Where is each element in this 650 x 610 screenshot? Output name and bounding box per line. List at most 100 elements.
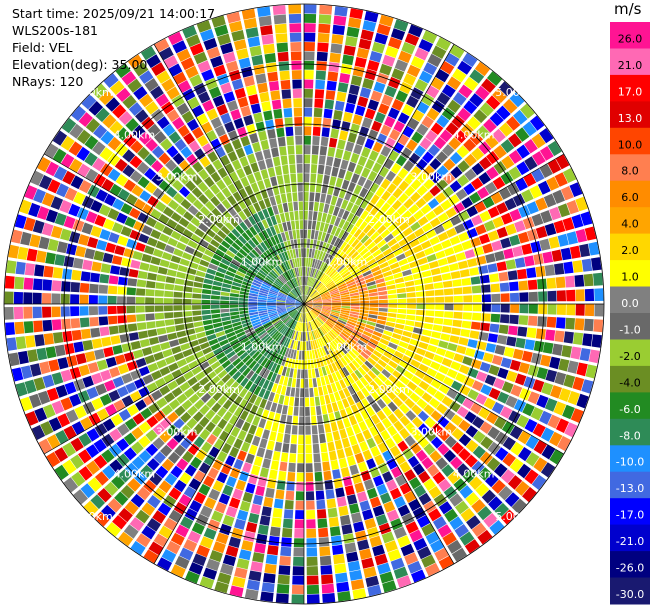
range-gate: [221, 240, 231, 249]
range-gate: [297, 304, 304, 311]
range-gate: [319, 4, 333, 15]
range-gate: [281, 366, 287, 376]
range-gate: [331, 372, 339, 382]
range-gate: [306, 566, 319, 576]
range-gate: [279, 275, 287, 284]
range-gate: [255, 73, 267, 84]
range-gate: [258, 231, 266, 242]
range-gate: [430, 539, 445, 553]
range-gate: [585, 364, 597, 379]
range-gate: [435, 347, 447, 357]
range-gate: [348, 84, 360, 96]
range-gate: [245, 521, 258, 533]
range-gate: [434, 372, 446, 382]
range-gate: [421, 270, 432, 278]
range-gate: [498, 485, 513, 501]
range-gate: [233, 438, 243, 450]
range-gate: [575, 289, 585, 302]
range-gate: [315, 281, 322, 290]
range-gate: [217, 229, 227, 240]
range-gate: [330, 128, 340, 139]
range-gate: [380, 124, 392, 137]
range-gate: [153, 533, 169, 548]
range-gate: [226, 476, 237, 488]
range-gate: [289, 32, 302, 42]
range-gate: [333, 554, 345, 565]
range-gate: [241, 8, 256, 20]
range-gate: [333, 206, 340, 217]
range-gate: [282, 285, 290, 293]
range-gate: [131, 441, 144, 455]
range-gate: [471, 522, 487, 537]
range-gate: [407, 560, 422, 574]
range-gate: [291, 310, 298, 318]
range-gate: [321, 310, 330, 315]
range-gate: [306, 267, 310, 277]
range-gate: [306, 556, 318, 566]
range-gate: [216, 179, 227, 191]
range-gate: [167, 451, 181, 464]
range-gate: [46, 434, 61, 450]
range-gate: [131, 456, 145, 470]
range-gate: [554, 172, 568, 187]
range-gate: [567, 360, 579, 374]
range-gate: [306, 276, 310, 286]
range-gate: [152, 187, 165, 200]
range-gate: [384, 116, 396, 128]
range-gate: [257, 306, 267, 309]
range-gate: [154, 377, 166, 389]
range-gate: [364, 138, 375, 150]
range-gate: [487, 206, 500, 219]
range-gate: [25, 411, 39, 426]
range-gate: [521, 189, 534, 203]
range-gate: [321, 242, 327, 252]
range-gate: [192, 310, 202, 316]
colorbar-tick-label: -6.0: [619, 403, 640, 416]
range-gate: [370, 446, 381, 457]
range-gate: [192, 161, 204, 173]
range-gate: [558, 388, 571, 402]
range-gate: [454, 524, 469, 538]
range-gate: [330, 459, 339, 470]
range-gate: [167, 237, 178, 247]
range-gate: [325, 90, 336, 100]
range-gate: [500, 139, 515, 154]
range-gate: [296, 472, 304, 482]
colorbar-swatch: [610, 498, 650, 526]
range-gate: [245, 413, 255, 424]
range-gate: [118, 409, 131, 422]
range-gate: [471, 285, 482, 294]
range-gate: [212, 541, 226, 554]
range-gate: [514, 220, 526, 233]
range-gate: [57, 357, 69, 370]
range-gate: [284, 317, 292, 325]
range-gate: [473, 109, 488, 124]
range-gate: [460, 328, 471, 338]
range-gate: [388, 299, 398, 304]
range-gate: [331, 309, 341, 314]
range-gate: [222, 554, 237, 567]
range-gate: [502, 98, 518, 114]
range-gate: [87, 236, 99, 249]
range-gate: [50, 196, 64, 210]
range-gate: [230, 109, 242, 121]
range-gate: [93, 454, 108, 469]
range-gate: [563, 331, 574, 344]
range-gate: [234, 567, 248, 579]
range-gate: [318, 14, 332, 24]
range-gate: [374, 327, 384, 334]
range-gate: [211, 313, 221, 319]
range-gate: [561, 345, 572, 358]
range-gate: [272, 284, 281, 290]
range-gate: [442, 532, 457, 546]
range-gate: [199, 376, 210, 387]
range-gate: [336, 400, 345, 411]
range-gate: [223, 51, 236, 64]
range-gate: [309, 277, 314, 287]
range-gate: [103, 73, 119, 88]
range-gate: [372, 505, 385, 517]
range-gate: [582, 333, 593, 347]
range-gate: [350, 579, 365, 591]
range-gate: [228, 536, 241, 548]
range-gate: [311, 268, 316, 278]
